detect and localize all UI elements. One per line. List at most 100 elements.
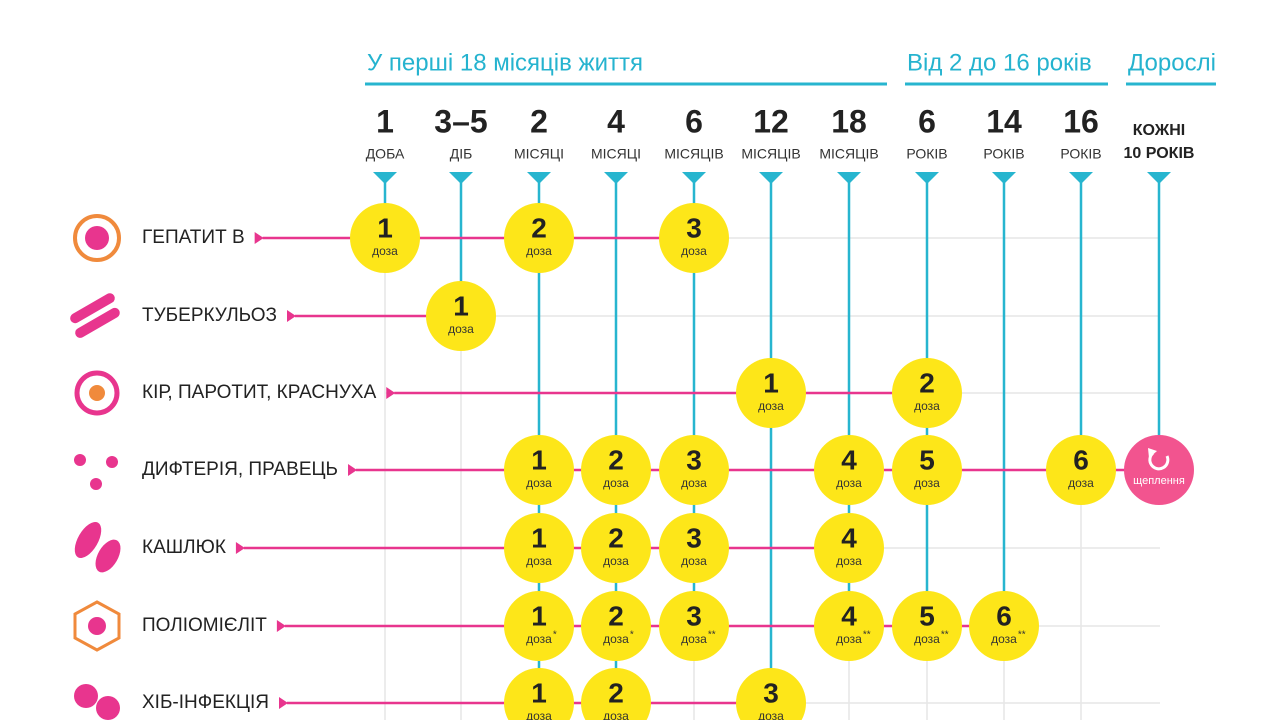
column-marker [1069,172,1093,184]
row-name: КІР, ПАРОТИТ, КРАСНУХА [142,382,377,403]
column-unit: РОКІВ [906,146,947,162]
column-marker [837,172,861,184]
column-number: 6 [918,103,936,139]
icon-hib [74,684,98,708]
dose-circle [504,668,574,720]
group-title: Від 2 до 16 років [907,49,1092,76]
dose-number: 2 [608,677,624,708]
dose-number: 2 [531,212,547,243]
dose-number: 3 [686,522,702,553]
dose-circle [581,435,651,505]
dose-circle [892,358,962,428]
dose-number: 4 [841,600,857,631]
row-name: ТУБЕРКУЛЬОЗ [142,305,277,326]
dose-number: 1 [531,600,547,631]
column-number: 1 [376,103,394,139]
icons [70,214,121,720]
icon-hepatitis [73,214,121,262]
dose-label: доза [603,632,629,646]
dose-number: 3 [686,212,702,243]
dose-label: доза [681,554,707,568]
row-marker [235,542,245,554]
dose-circle [892,591,962,661]
marks: 1доза2доза3доза1доза1доза2доза1доза2доза… [350,203,1194,720]
dose-circle [659,591,729,661]
icon-tb [75,307,120,338]
dose-label: доза [758,709,784,720]
dose-label: доза [526,632,552,646]
dose-number: 1 [763,367,779,398]
dose-circle [504,203,574,273]
dose-note: * [630,630,634,641]
dose-circle [504,591,574,661]
dose-circle [426,281,496,351]
dose-note: ** [1018,630,1026,641]
dose-circle [581,513,651,583]
column-marker [449,172,473,184]
icon-polio [73,600,121,652]
column-marker [915,172,939,184]
row-name: ПОЛІОМІЄЛІТ [142,615,267,636]
column-number: 12 [753,103,789,139]
dose-number: 1 [377,212,393,243]
dose-circle [504,435,574,505]
dose-number: 1 [453,290,469,321]
dose-label: доза [526,709,552,720]
column-number: 14 [986,103,1022,139]
dose-label: доза [991,632,1017,646]
dose-circle [736,668,806,720]
row-marker [276,620,286,632]
column-label: 10 РОКІВ [1124,145,1195,162]
dose-number: 4 [841,444,857,475]
column-number: 16 [1063,103,1099,139]
dose-number: 3 [686,444,702,475]
row-name: ДИФТЕРІЯ, ПРАВЕЦЬ [142,459,338,480]
row-name: ГЕПАТИТ В [142,227,245,248]
dose-label: доза [603,476,629,490]
icon-pertussis [95,539,121,573]
dose-number: 6 [1073,444,1089,475]
column-unit: МІСЯЦІ [591,146,641,162]
column-marker [527,172,551,184]
column-marker [1147,172,1171,184]
dose-circle [969,591,1039,661]
dose-number: 3 [686,600,702,631]
booster-icon [1148,448,1157,458]
dose-label: доза [526,554,552,568]
column-unit: МІСЯЦІВ [819,146,878,162]
dose-label: доза [526,476,552,490]
dose-circle [581,591,651,661]
row-marker [287,310,296,322]
column-marker [373,172,397,184]
dose-label: доза [914,399,940,413]
icon-tb [70,293,115,324]
icon-dtp [74,454,86,466]
dose-label: доза [1068,476,1094,490]
icon-hepatitis-core [85,226,109,250]
icon-pertussis [74,521,102,559]
group-title: Дорослі [1128,49,1216,76]
column-unit: МІСЯЦІВ [664,146,723,162]
dose-circle [814,591,884,661]
dose-label: доза [681,476,707,490]
column-unit: МІСЯЦІ [514,146,564,162]
row-marker [254,232,264,244]
dose-circle [504,513,574,583]
icon-mmr-core [89,385,105,401]
dose-circle [659,435,729,505]
row-marker [279,697,288,709]
dose-circle [814,513,884,583]
dose-circle [350,203,420,273]
dose-number: 1 [531,677,547,708]
column-unit: РОКІВ [1060,146,1101,162]
dose-label: доза [526,244,552,258]
dose-circle [581,668,651,720]
dose-label: доза [603,709,629,720]
dose-number: 5 [919,444,935,475]
dose-note: ** [708,630,716,641]
dose-note: * [553,630,557,641]
dose-circle [814,435,884,505]
icon-polio-core [88,617,106,635]
column-marker [682,172,706,184]
